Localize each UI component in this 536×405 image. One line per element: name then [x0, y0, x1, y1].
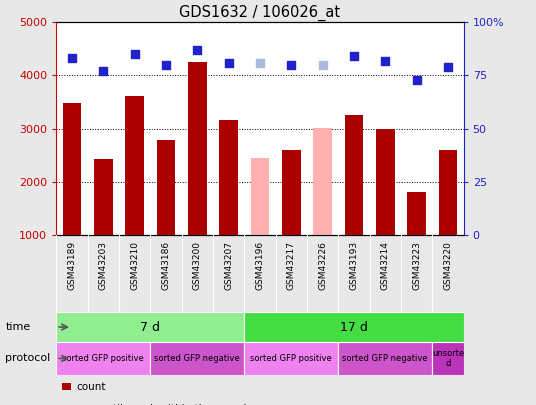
Bar [376, 129, 394, 235]
Bar [188, 62, 207, 235]
Text: time: time [5, 322, 31, 332]
Bar [433, 342, 464, 375]
Bar [345, 115, 363, 235]
Text: GSM43226: GSM43226 [318, 241, 327, 290]
Bar [94, 160, 113, 235]
Text: GSM43223: GSM43223 [412, 241, 421, 290]
Point [412, 77, 421, 83]
Point [225, 60, 233, 66]
Text: unsorte
d: unsorte d [432, 349, 464, 368]
Bar [56, 342, 150, 375]
Text: GSM43214: GSM43214 [381, 241, 390, 290]
Bar [150, 342, 244, 375]
Text: sorted GFP negative: sorted GFP negative [343, 354, 428, 363]
Text: GSM43200: GSM43200 [193, 241, 202, 290]
Point [318, 62, 327, 68]
Point [99, 68, 108, 75]
Bar [313, 128, 332, 235]
Text: GSM43189: GSM43189 [68, 241, 77, 290]
Bar [244, 342, 338, 375]
Point [444, 64, 452, 70]
Bar [407, 192, 426, 235]
Title: GDS1632 / 106026_at: GDS1632 / 106026_at [180, 5, 340, 21]
Text: count: count [77, 382, 106, 392]
Bar [282, 150, 301, 235]
Point [287, 62, 295, 68]
Text: 17 d: 17 d [340, 320, 368, 334]
Text: GSM43203: GSM43203 [99, 241, 108, 290]
Point [130, 51, 139, 58]
Text: 7 d: 7 d [140, 320, 160, 334]
Point [68, 55, 76, 62]
Text: sorted GFP positive: sorted GFP positive [250, 354, 332, 363]
Text: GSM43217: GSM43217 [287, 241, 296, 290]
Bar [250, 158, 270, 235]
Text: sorted GFP negative: sorted GFP negative [154, 354, 240, 363]
Bar [219, 120, 238, 235]
Text: GSM43207: GSM43207 [224, 241, 233, 290]
Bar [157, 140, 175, 235]
Text: sorted GFP positive: sorted GFP positive [62, 354, 144, 363]
Bar [56, 312, 244, 342]
Text: percentile rank within the sample: percentile rank within the sample [77, 404, 252, 405]
Text: GSM43186: GSM43186 [161, 241, 170, 290]
Point [193, 47, 202, 53]
Text: GSM43193: GSM43193 [349, 241, 359, 290]
Text: GSM43220: GSM43220 [443, 241, 452, 290]
Text: GSM43210: GSM43210 [130, 241, 139, 290]
Bar [338, 342, 433, 375]
Bar [244, 312, 464, 342]
Point [381, 58, 390, 64]
Point [256, 60, 264, 66]
Point [349, 53, 358, 60]
Bar [438, 150, 457, 235]
Bar [125, 96, 144, 235]
Text: GSM43196: GSM43196 [256, 241, 264, 290]
Point [162, 62, 170, 68]
Text: protocol: protocol [5, 354, 50, 363]
Bar [63, 103, 81, 235]
